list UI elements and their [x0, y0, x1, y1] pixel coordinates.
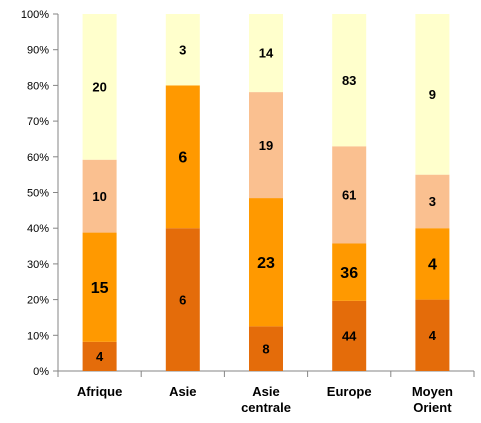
bar-segment [415, 228, 450, 300]
bar-segment [415, 174, 450, 229]
x-category-label: Afrique [77, 384, 123, 399]
bar-value-label: 20 [92, 80, 106, 95]
bar-value-label: 4 [96, 349, 104, 364]
x-category-label-line: Afrique [77, 384, 123, 399]
chart-bars [82, 14, 450, 371]
y-tick-label: 70% [27, 116, 49, 128]
y-tick-label: 50% [27, 188, 49, 200]
bar-value-label: 6 [178, 150, 187, 167]
bar-segment [332, 146, 367, 244]
x-category-label-line: Moyen [412, 384, 453, 399]
bar-segment [332, 300, 367, 371]
y-tick-label: 40% [27, 223, 49, 235]
bar-value-label: 15 [91, 280, 109, 297]
y-tick-label: 20% [27, 295, 49, 307]
bar-segment [249, 198, 283, 327]
bar-value-label: 14 [259, 46, 274, 61]
x-category-label-line: Asie [252, 384, 279, 399]
bar-segment [332, 14, 367, 147]
bar-value-label: 4 [429, 328, 437, 343]
y-tick-label: 60% [27, 152, 49, 164]
bar-segment [249, 14, 283, 93]
bar-segment [82, 232, 117, 342]
y-tick-label: 10% [27, 330, 49, 342]
chart-axes: 0% 10% 20% 30% 40% 50% 60% 70% 80% 90% 100% Afrique… [21, 9, 475, 415]
y-tick-label: 80% [27, 80, 49, 92]
bar-segment [415, 14, 450, 175]
x-category-label: Asie [169, 384, 196, 399]
bar-value-label: 61 [342, 188, 356, 203]
bar-segment [332, 243, 367, 301]
x-category-label-line: centrale [241, 400, 291, 415]
x-category-label: Moyen Orient [412, 384, 453, 415]
bar-value-label: 8 [262, 341, 269, 356]
bar-segment [165, 85, 200, 229]
x-category-label-line: Europe [327, 384, 372, 399]
bar-segment [415, 299, 450, 371]
bar-segment [82, 159, 117, 233]
bar-value-label: 9 [429, 87, 436, 102]
bar-value-label: 83 [342, 73, 356, 88]
bar-segment [249, 326, 283, 371]
bar-value-label: 6 [179, 292, 186, 307]
x-category-label-line: Orient [413, 400, 452, 415]
bar-segment [82, 341, 117, 371]
y-tick-label: 30% [27, 259, 49, 271]
bar-value-label: 23 [257, 255, 275, 272]
bar-segment [249, 92, 283, 199]
bar-segment [165, 228, 200, 371]
x-category-label: Asie centrale [241, 384, 291, 415]
bar-segment [165, 14, 200, 86]
y-tick-label: 0% [33, 366, 49, 378]
bar-value-label: 3 [429, 194, 436, 209]
bar-segment [82, 14, 117, 160]
bar-value-label: 3 [179, 42, 186, 57]
bar-value-label: 10 [92, 189, 106, 204]
y-tick-label: 100% [21, 9, 49, 21]
bar-value-label: 4 [428, 257, 437, 274]
bar-value-label: 19 [259, 138, 273, 153]
x-category-label: Europe [327, 384, 372, 399]
x-category-label-line: Asie [169, 384, 196, 399]
bar-value-label: 36 [340, 265, 358, 282]
y-tick-label: 90% [27, 45, 49, 57]
bar-value-label: 44 [342, 329, 357, 344]
